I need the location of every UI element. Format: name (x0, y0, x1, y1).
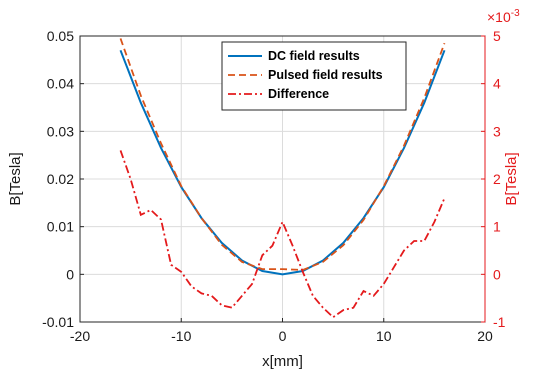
x-tick-label: 0 (279, 328, 287, 344)
y-tick-label-left: 0.03 (47, 123, 74, 139)
right-axis-exponent-base: ×10 (487, 9, 511, 25)
y-tick-label-right: 4 (493, 76, 501, 92)
right-axis-exponent: ×10-3 (487, 8, 520, 25)
y-tick-label-left: 0.01 (47, 219, 74, 235)
y-tick-label-right: 0 (493, 266, 501, 282)
y-tick-label-right: 3 (493, 123, 501, 139)
y-tick-label-left: 0.04 (47, 76, 74, 92)
y-tick-label-right: -1 (493, 314, 506, 330)
legend-box (221, 41, 407, 111)
x-tick-label: -20 (70, 328, 90, 344)
legend: DC field results Pulsed field results Diff… (221, 41, 407, 111)
y-tick-label-right: 1 (493, 219, 501, 235)
x-tick-label: -10 (171, 328, 191, 344)
x-tick-label: 10 (376, 328, 392, 344)
y-tick-label-left: 0 (66, 266, 74, 282)
x-tick-label: 20 (477, 328, 493, 344)
series-layer (119, 38, 446, 319)
y-tick-label-right: 2 (493, 171, 501, 187)
y-tick-label-left: 0.05 (47, 28, 74, 44)
y-tick-label-right: 5 (493, 28, 501, 44)
legend-entry-1: Pulsed field results (268, 68, 383, 82)
legend-entry-2: Difference (268, 87, 329, 101)
right-axis-exponent-power: -3 (511, 8, 520, 19)
x-axis-label: x[mm] (262, 353, 303, 370)
y-axis-label-left: B[Tesla] (7, 152, 24, 205)
axes: -20 -10 0 10 20-0.0100.010.020.030.040.05-10… (42, 28, 506, 344)
series-line-1 (119, 38, 446, 271)
y-tick-label-left: 0.02 (47, 171, 74, 187)
legend-entry-0: DC field results (268, 49, 360, 63)
y-axis-label-right: B[Tesla] (503, 152, 520, 205)
y-tick-label-left: -0.01 (42, 314, 74, 330)
